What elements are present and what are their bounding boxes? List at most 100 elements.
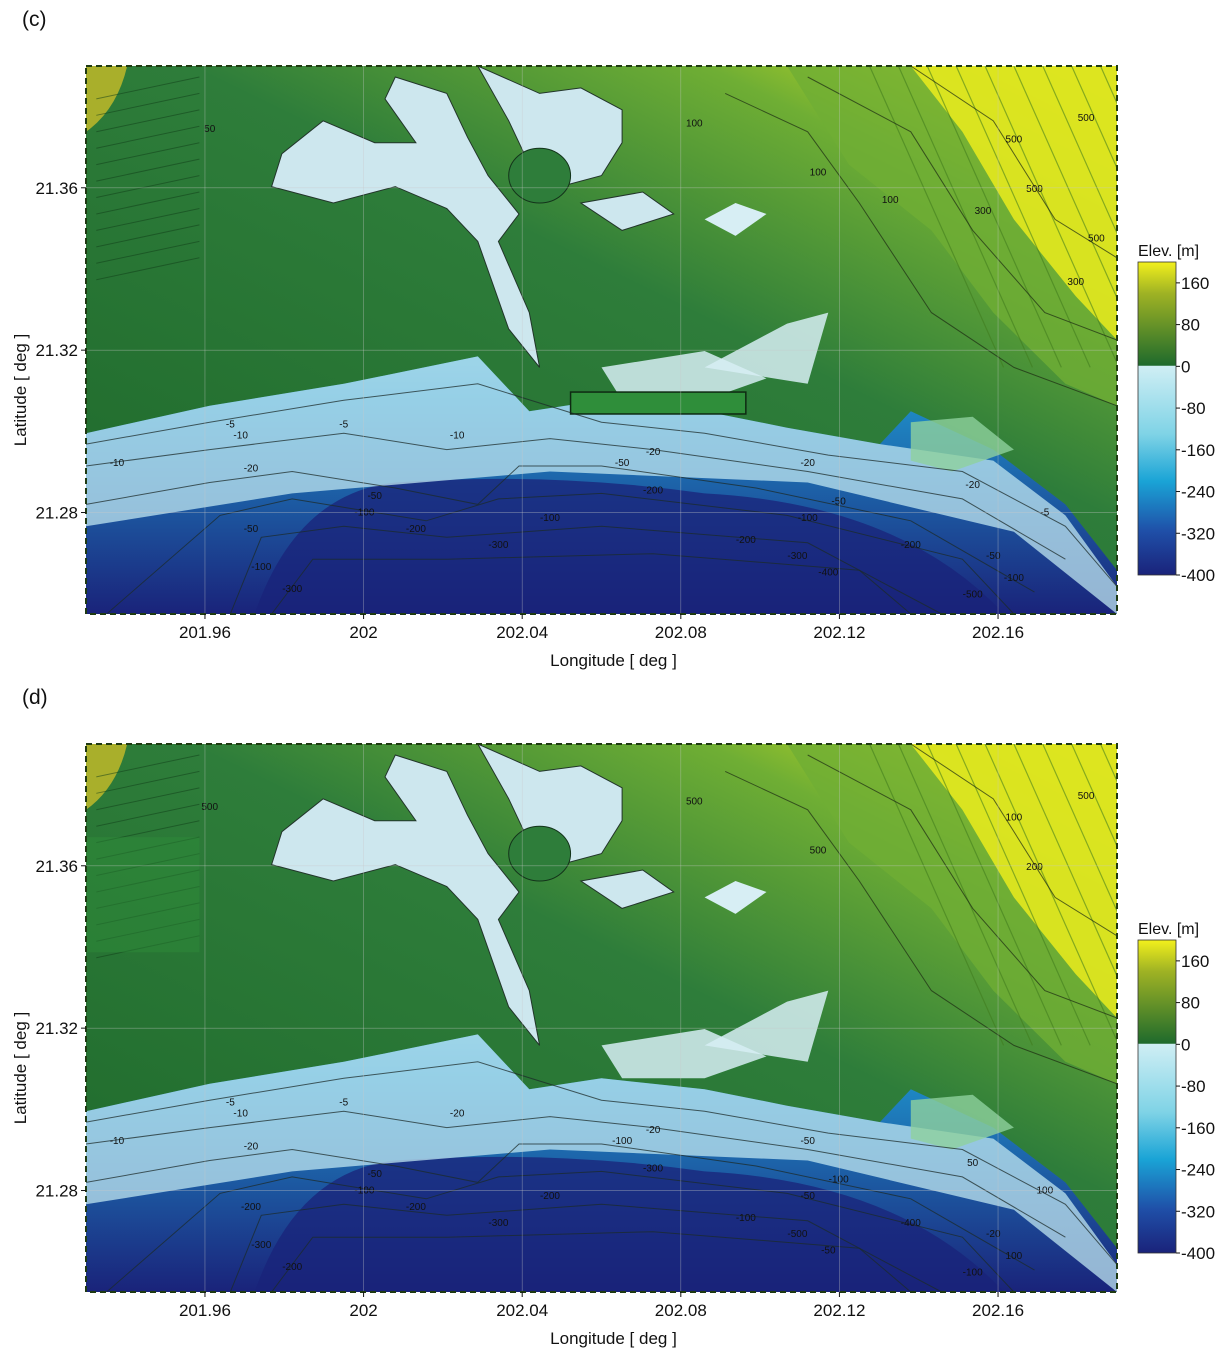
x-tick-label: 202 — [349, 1301, 377, 1320]
depth-contour — [271, 1231, 912, 1292]
contour-label: -400 — [901, 1218, 921, 1229]
contour-label: -200 — [540, 1191, 560, 1202]
coastal-flat — [704, 312, 829, 384]
terrace-line — [96, 836, 200, 860]
colorbar-tick-label: -400 — [1181, 1244, 1215, 1263]
depth-contour — [86, 1143, 1035, 1271]
contour-label: -100 — [798, 513, 818, 524]
contour-label: 100 — [882, 195, 899, 206]
colorbar-tick-label: -240 — [1181, 483, 1215, 502]
contour-label: -100 — [251, 562, 271, 573]
contour-label: 500 — [810, 846, 827, 857]
contour-label: -300 — [787, 551, 807, 562]
colorbar-tick-label: -240 — [1181, 1161, 1215, 1180]
terrace-line — [96, 92, 200, 116]
contour-label: 500 — [1078, 791, 1095, 802]
x-tick-label: 202.04 — [496, 1301, 548, 1320]
ridge-line — [926, 66, 1062, 368]
contour-label: -20 — [646, 447, 661, 458]
map-frame — [85, 65, 1118, 615]
contour-label: -20 — [646, 1125, 661, 1136]
contour-label: -20 — [450, 1109, 465, 1120]
depth-contour — [229, 1203, 942, 1292]
harbor-water — [270, 754, 541, 1046]
x-axis-label: Longitude [ deg ] — [550, 1329, 677, 1348]
contour-label: -100 — [540, 513, 560, 524]
terrace-line — [96, 76, 200, 100]
crater-lake — [704, 203, 767, 236]
contour-label: -300 — [643, 1163, 663, 1174]
ridge-line — [869, 744, 1005, 1046]
colorbar-tick-label: -320 — [1181, 1202, 1215, 1221]
ridge-line — [1013, 744, 1117, 978]
harbor-water — [270, 76, 541, 368]
colorbar-tick-label: -160 — [1181, 441, 1215, 460]
west-parcel — [86, 837, 200, 953]
contour-label: -100 — [963, 1268, 983, 1279]
mountain-peaks — [910, 66, 1117, 340]
x-tick-label: 202.16 — [972, 1301, 1024, 1320]
terrace-line — [96, 869, 200, 893]
terrace-line — [96, 803, 200, 827]
terrace-line — [96, 240, 200, 264]
y-tick-label: 21.28 — [35, 1182, 78, 1201]
depth-contour — [229, 525, 942, 614]
colorbar-tick-label: 0 — [1181, 357, 1190, 376]
nw-hill — [86, 744, 128, 810]
contour-label: 500 — [1026, 184, 1043, 195]
depth-contour — [271, 553, 912, 614]
contour-label: -200 — [282, 1262, 302, 1273]
map-area: -10-10-5 -5-20-20-20-50-50-100-100 -200-20… — [86, 744, 1117, 1292]
coastal-park — [910, 1094, 1014, 1150]
y-tick-label: 21.36 — [35, 179, 78, 198]
colorbar-tick-label: 0 — [1181, 1035, 1190, 1054]
terrace-line — [96, 109, 200, 133]
contour-label: -500 — [787, 1229, 807, 1240]
terrace-line — [96, 257, 200, 281]
depth-contour — [106, 1170, 1015, 1292]
terrace-line — [96, 902, 200, 926]
contour-label: 100 — [1006, 1251, 1023, 1262]
contour-label: -300 — [488, 1218, 508, 1229]
contour-label: -100 — [354, 507, 374, 518]
contour-label: 50 — [204, 124, 216, 135]
colorbar-tick-label: -160 — [1181, 1119, 1215, 1138]
colorbar-title: Elev. [m] — [1138, 243, 1199, 260]
ridge-line — [1042, 66, 1117, 235]
harbor-water — [477, 744, 623, 866]
depth-contour — [86, 383, 1117, 587]
contour-label: -100 — [736, 1213, 756, 1224]
elevation-contour — [910, 66, 1117, 259]
ridge-line — [955, 744, 1091, 1046]
colorbar-title: Elev. [m] — [1138, 921, 1199, 938]
terrace-line — [96, 175, 200, 199]
depth-contour — [106, 492, 1015, 614]
contour-label: 500 — [1006, 135, 1023, 146]
harbor-water — [477, 66, 623, 188]
contour-label: -5 — [226, 1098, 235, 1109]
contour-label: -300 — [282, 584, 302, 595]
contour-label: 100 — [1036, 1185, 1053, 1196]
depth-contour — [86, 432, 1066, 560]
terrace-line — [96, 142, 200, 166]
contour-label: -5 — [1040, 507, 1049, 518]
contour-label: -10 — [450, 431, 465, 442]
contour-label: -10 — [233, 1109, 248, 1120]
terrace-line — [96, 191, 200, 215]
ridge-line — [984, 744, 1117, 1043]
x-tick-label: 202.08 — [655, 623, 707, 642]
contour-label: -50 — [821, 1246, 836, 1257]
contour-label: -50 — [367, 491, 382, 502]
colorbar-tick-label: 160 — [1181, 952, 1209, 971]
colorbar-tick-label: -80 — [1181, 1077, 1206, 1096]
y-axis-label: Latitude [ deg ] — [11, 334, 30, 446]
elevation-contour — [910, 744, 1117, 937]
colorbar-tick-label: -320 — [1181, 524, 1215, 543]
harbor-island — [508, 825, 572, 882]
colorbar-tick-label: 160 — [1181, 274, 1209, 293]
contour-label: -20 — [986, 1229, 1001, 1240]
nw-hill — [86, 66, 128, 132]
x-tick-label: 201.96 — [179, 623, 231, 642]
elevation-contour — [807, 754, 1117, 1019]
elevation-contour — [724, 770, 1117, 1085]
